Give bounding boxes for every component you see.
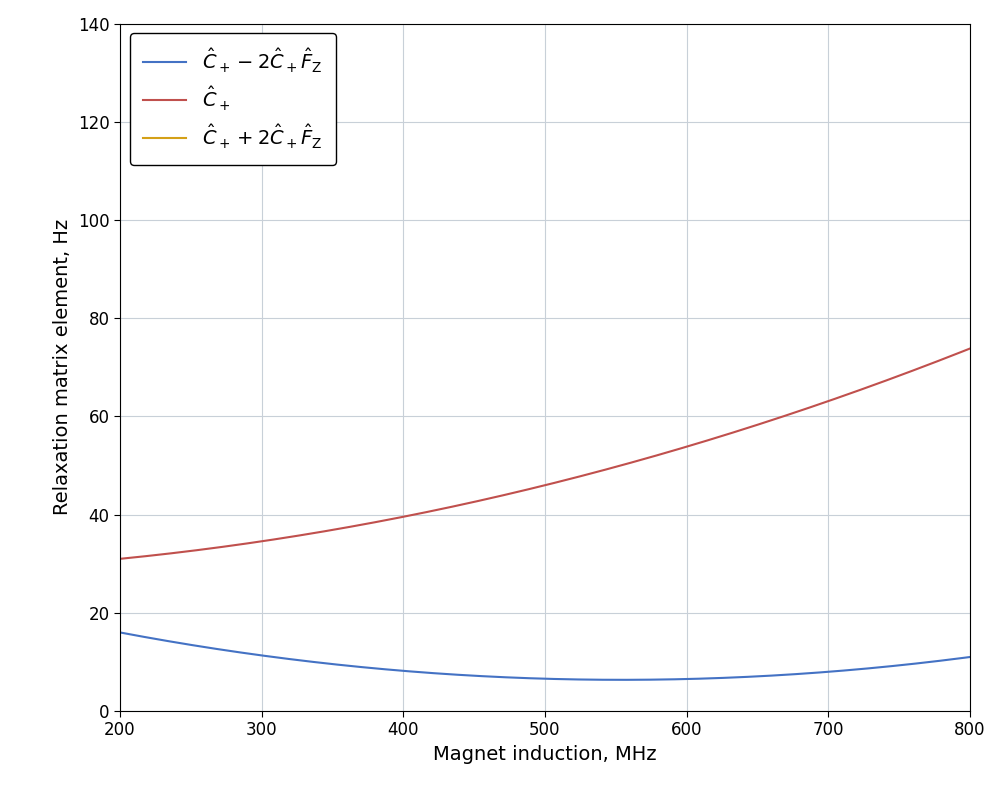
$\hat{C}_+$ [333, 524, 345, 533]
$\hat{C}_+$ [114, 554, 126, 563]
$\hat{C}_+ - 2\hat{C}_+\hat{F}_\mathrm{Z}$ [333, 660, 345, 669]
X-axis label: Magnet induction, MHz: Magnet induction, MHz [433, 745, 657, 764]
$\hat{C}_+ - 2\hat{C}_+\hat{F}_\mathrm{Z}$ [964, 653, 976, 662]
Line: $\hat{C}_+ - 2\hat{C}_+\hat{F}_\mathrm{Z}$: $\hat{C}_+ - 2\hat{C}_+\hat{F}_\mathrm{Z… [120, 633, 970, 680]
$\hat{C}_+ - 2\hat{C}_+\hat{F}_\mathrm{Z}$ [683, 674, 695, 683]
$\hat{C}_+ - 2\hat{C}_+\hat{F}_\mathrm{Z}$ [615, 675, 627, 685]
$\hat{C}_+$ [682, 442, 694, 451]
$\hat{C}_+$ [264, 536, 276, 545]
Y-axis label: Relaxation matrix element, Hz: Relaxation matrix element, Hz [53, 219, 72, 516]
$\hat{C}_+ - 2\hat{C}_+\hat{F}_\mathrm{Z}$ [264, 652, 276, 661]
$\hat{C}_+ - 2\hat{C}_+\hat{F}_\mathrm{Z}$ [499, 672, 511, 682]
$\hat{C}_+$ [615, 461, 627, 470]
$\hat{C}_+ - 2\hat{C}_+\hat{F}_\mathrm{Z}$ [616, 675, 628, 685]
$\hat{C}_+$ [499, 491, 511, 500]
$\hat{C}_+$ [964, 344, 976, 353]
Legend: $\hat{C}_+ - 2\hat{C}_+\hat{F}_\mathrm{Z}$, $\hat{C}_+$, $\hat{C}_+ + 2\hat{C}_+: $\hat{C}_+ - 2\hat{C}_+\hat{F}_\mathrm{Z… [130, 33, 336, 165]
$\hat{C}_+ - 2\hat{C}_+\hat{F}_\mathrm{Z}$ [114, 628, 126, 638]
$\hat{C}_+ - 2\hat{C}_+\hat{F}_\mathrm{Z}$ [755, 672, 767, 681]
$\hat{C}_+$ [754, 419, 766, 429]
Line: $\hat{C}_+$: $\hat{C}_+$ [120, 348, 970, 559]
